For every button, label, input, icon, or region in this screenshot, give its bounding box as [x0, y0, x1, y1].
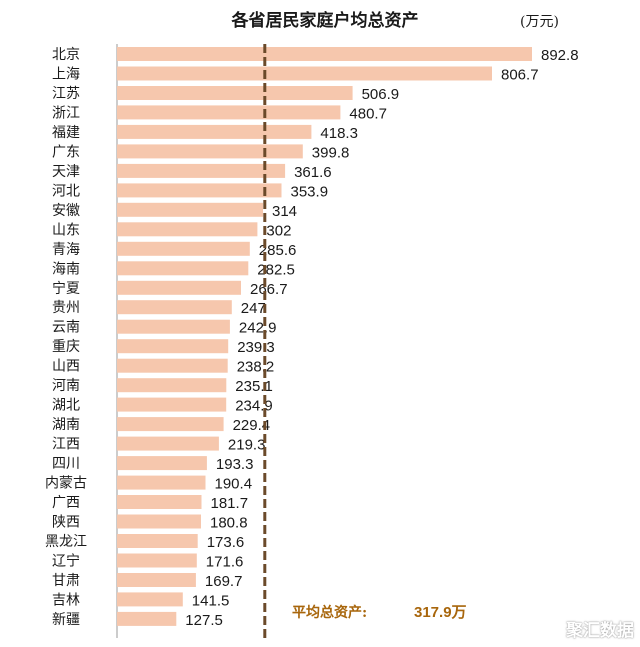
value-label: 141.5: [192, 592, 230, 609]
value-label: 285.6: [259, 242, 297, 259]
bar-22: [117, 456, 207, 471]
bar-3: [117, 86, 353, 100]
value-label: 239.3: [237, 339, 275, 356]
bar-30: [117, 611, 177, 626]
bar-29: [117, 592, 183, 607]
category-label: 北京: [52, 47, 80, 63]
category-label: 云南: [52, 320, 80, 336]
value-label: 127.5: [185, 612, 223, 629]
bar-9: [117, 202, 263, 217]
bar-26: [117, 534, 198, 548]
value-label: 181.7: [211, 495, 249, 512]
bars-group: [117, 47, 532, 626]
category-label: 山东: [52, 222, 80, 238]
value-label: 353.9: [291, 183, 329, 200]
value-label: 506.9: [362, 86, 400, 103]
bar-8: [117, 183, 282, 198]
watermark: 聚汇数据: [566, 621, 634, 641]
bar-28: [117, 573, 196, 587]
bar-15: [117, 319, 230, 334]
category-label: 河北: [52, 183, 80, 199]
bar-4: [117, 105, 341, 120]
value-label: 282.5: [257, 261, 295, 278]
value-label: 171.6: [206, 554, 244, 571]
bar-12: [117, 261, 249, 276]
category-label: 吉林: [52, 592, 80, 608]
category-label: 江苏: [52, 86, 80, 102]
category-label: 江西: [52, 437, 80, 453]
category-label: 重庆: [52, 339, 80, 355]
value-label: 219.3: [228, 437, 266, 454]
category-label: 内蒙古: [45, 476, 87, 492]
value-label: 418.3: [320, 125, 358, 142]
bar-24: [117, 495, 202, 509]
bar-14: [117, 300, 232, 315]
category-label: 湖北: [52, 398, 80, 414]
value-label: 235.1: [235, 378, 273, 395]
category-label: 贵州: [52, 300, 80, 316]
average-label: 平均总资产:: [292, 604, 367, 621]
value-label: 314: [272, 203, 297, 220]
value-label: 266.7: [250, 281, 288, 298]
value-label: 180.8: [210, 515, 248, 532]
value-label: 892.8: [541, 47, 579, 64]
category-label: 浙江: [52, 105, 80, 121]
value-label: 238.2: [237, 359, 275, 376]
bar-17: [117, 358, 228, 373]
category-label: 黑龙江: [45, 534, 87, 550]
value-label: 169.7: [205, 573, 243, 590]
value-label: 302: [266, 222, 291, 239]
unit-label: (万元): [520, 14, 559, 30]
bar-20: [117, 417, 224, 432]
bar-19: [117, 397, 227, 412]
bar-6: [117, 144, 303, 159]
bar-18: [117, 378, 227, 393]
category-label: 广西: [52, 495, 80, 511]
value-label: 361.6: [294, 164, 332, 181]
category-label: 海南: [52, 261, 80, 277]
bar-5: [117, 124, 312, 139]
value-label: 229.4: [233, 417, 271, 434]
bar-23: [117, 475, 206, 490]
category-label: 湖南: [52, 417, 80, 433]
category-label: 河南: [52, 378, 80, 394]
value-label: 234.9: [235, 398, 273, 415]
category-label: 甘肃: [52, 573, 80, 589]
value-label: 399.8: [312, 144, 350, 161]
category-label: 安徽: [52, 203, 80, 219]
bar-11: [117, 241, 250, 256]
bar-27: [117, 553, 197, 568]
category-label: 青海: [52, 242, 80, 258]
category-label: 陕西: [52, 515, 80, 531]
average-value: 317.9万: [414, 604, 467, 621]
category-label: 新疆: [52, 612, 80, 628]
category-label: 山西: [52, 359, 80, 375]
value-label: 247: [241, 300, 266, 317]
value-label: 242.9: [239, 320, 277, 337]
value-label: 190.4: [215, 476, 253, 493]
category-label: 四川: [52, 456, 80, 472]
bar-16: [117, 339, 229, 354]
value-label: 173.6: [207, 534, 245, 551]
value-label: 193.3: [216, 456, 254, 473]
category-label: 宁夏: [52, 280, 80, 297]
bar-21: [117, 436, 219, 451]
value-label: 480.7: [349, 105, 387, 122]
bar-2: [117, 66, 492, 81]
category-label: 上海: [52, 67, 80, 83]
bar-10: [117, 222, 258, 237]
value-label: 806.7: [501, 67, 539, 84]
chart-title: 各省居民家庭户均总资产: [231, 10, 419, 31]
labels-group: 北京 892.8 上海 806.7 江苏 506.9 浙江 480.7 福建 418.3 广东 399…: [45, 47, 579, 629]
category-label: 辽宁: [52, 553, 80, 570]
category-label: 天津: [52, 164, 80, 180]
category-label: 广东: [52, 144, 80, 160]
bar-25: [117, 514, 201, 529]
bar-1: [117, 47, 532, 61]
category-label: 福建: [52, 125, 80, 141]
bar-13: [117, 280, 241, 295]
bar-7: [117, 163, 286, 178]
